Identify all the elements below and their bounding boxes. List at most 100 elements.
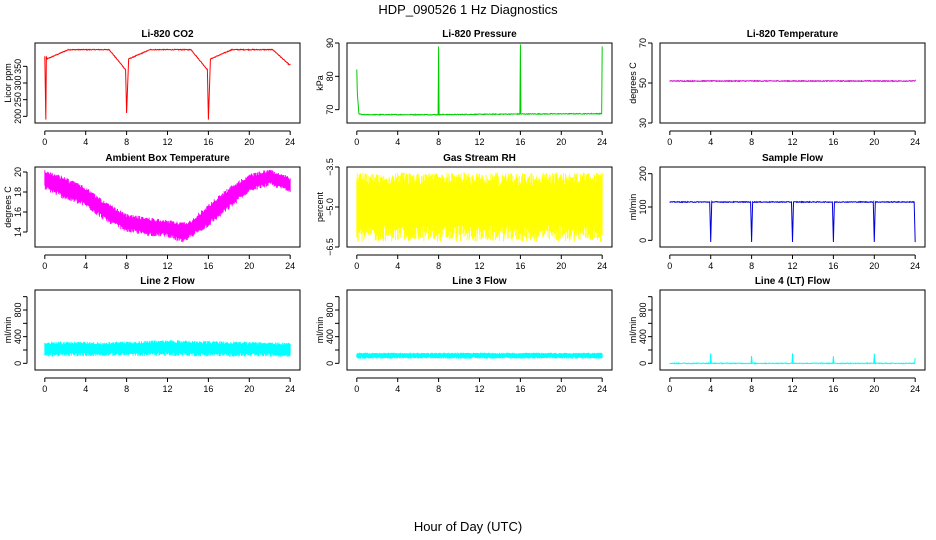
panel-title: Line 4 (LT) Flow	[755, 276, 831, 287]
data-series	[356, 352, 603, 359]
plot-frame	[34, 289, 301, 371]
x-tick-label: 4	[83, 137, 88, 147]
y-axis-label: Licor ppm	[3, 63, 13, 103]
x-tick-label: 8	[124, 137, 129, 147]
x-tick-label: 16	[828, 137, 838, 147]
y-tick-label: 70	[325, 105, 335, 115]
y-tick-label: 0	[638, 238, 648, 243]
x-tick-label: 20	[556, 137, 566, 147]
x-tick-label: 24	[597, 261, 607, 271]
y-tick-label: 400	[325, 329, 335, 344]
x-tick-label: 20	[244, 261, 254, 271]
y-axis-label: ml/min	[315, 317, 325, 344]
data-band	[44, 340, 291, 357]
x-tick-label: 4	[83, 261, 88, 271]
x-tick-label: 20	[869, 261, 879, 271]
x-tick-label: 12	[162, 384, 172, 394]
panel-title: Gas Stream RH	[443, 153, 516, 164]
y-tick-label: 350	[13, 59, 23, 74]
x-tick-label: 8	[749, 384, 754, 394]
y-tick-label: 0	[638, 361, 648, 366]
x-tick-label: 16	[828, 261, 838, 271]
x-tick-label: 12	[162, 261, 172, 271]
plot-frame	[659, 166, 926, 248]
y-tick-label: 800	[325, 302, 335, 317]
y-axis-label: ml/min	[3, 317, 13, 344]
y-axis-label: percent	[315, 191, 325, 222]
y-tick-label: 200	[638, 166, 648, 181]
x-tick-label: 20	[869, 137, 879, 147]
panel-title: Li-820 CO2	[141, 29, 194, 40]
x-tick-label: 12	[474, 384, 484, 394]
plot-frame	[34, 42, 301, 124]
y-axis-label: ml/min	[628, 194, 638, 221]
y-tick-label: 30	[638, 118, 648, 128]
x-tick-label: 20	[556, 261, 566, 271]
data-series	[669, 79, 916, 83]
x-tick-label: 8	[749, 137, 754, 147]
plot-frame	[346, 289, 613, 371]
data-series	[356, 44, 603, 116]
y-tick-label: −5.0	[325, 198, 335, 216]
y-tick-label: 90	[325, 38, 335, 48]
panel-4: Ambient Box Temperature 0 4 8 12 16 20 24 14 16 18…	[3, 153, 301, 271]
y-tick-label: 800	[13, 302, 23, 317]
data-line	[44, 48, 291, 120]
plot-frame	[346, 42, 613, 124]
y-tick-label: −6.5	[325, 238, 335, 256]
x-tick-label: 0	[667, 384, 672, 394]
y-tick-label: 400	[13, 329, 23, 344]
x-tick-label: 16	[203, 384, 213, 394]
panel-3: Li-820 Temperature 0 4 8 12 16 20 24 30 50 70 degre…	[628, 29, 926, 147]
x-tick-label: 16	[515, 261, 525, 271]
x-tick-label: 24	[910, 384, 920, 394]
x-tick-label: 8	[436, 261, 441, 271]
plot-frame	[346, 166, 613, 248]
y-tick-label: 14	[13, 227, 23, 237]
panel-5: Gas Stream RH 0 4 8 12 16 20 24 −6.5 −5.0 −3.5 perc…	[315, 153, 613, 271]
x-tick-label: 8	[124, 384, 129, 394]
x-axis-label: Hour of Day (UTC)	[413, 519, 523, 534]
data-line	[669, 353, 916, 365]
data-series	[44, 340, 291, 357]
y-axis-label: degrees C	[3, 186, 13, 228]
x-tick-label: 24	[910, 261, 920, 271]
x-tick-label: 0	[42, 137, 47, 147]
x-tick-label: 24	[285, 261, 295, 271]
plot-frame	[659, 289, 926, 371]
x-tick-label: 8	[436, 137, 441, 147]
x-tick-label: 12	[474, 261, 484, 271]
y-tick-label: 16	[13, 207, 23, 217]
panel-title: Li-820 Temperature	[747, 29, 839, 40]
x-tick-label: 24	[597, 137, 607, 147]
data-band	[356, 352, 603, 359]
x-tick-label: 0	[354, 384, 359, 394]
panel-title: Ambient Box Temperature	[105, 153, 230, 164]
x-tick-label: 4	[395, 137, 400, 147]
y-tick-label: 100	[638, 199, 648, 214]
data-line	[669, 200, 916, 243]
x-tick-label: 0	[354, 137, 359, 147]
x-tick-label: 0	[42, 384, 47, 394]
data-band	[356, 172, 603, 242]
data-series	[44, 48, 291, 120]
x-tick-label: 20	[244, 137, 254, 147]
data-band	[44, 170, 291, 242]
y-tick-label: 800	[638, 302, 648, 317]
x-tick-label: 24	[285, 384, 295, 394]
x-tick-label: 8	[436, 384, 441, 394]
page-title: HDP_090526 1 Hz Diagnostics	[378, 2, 558, 17]
x-tick-label: 0	[667, 137, 672, 147]
y-tick-label: 50	[638, 78, 648, 88]
x-tick-label: 12	[474, 137, 484, 147]
y-axis-label: degrees C	[628, 62, 638, 104]
y-tick-label: 0	[13, 361, 23, 366]
x-tick-label: 20	[869, 384, 879, 394]
y-axis-label: ml/min	[628, 317, 638, 344]
plot-frame	[34, 166, 301, 248]
y-tick-label: −3.5	[325, 158, 335, 176]
x-tick-label: 16	[515, 137, 525, 147]
